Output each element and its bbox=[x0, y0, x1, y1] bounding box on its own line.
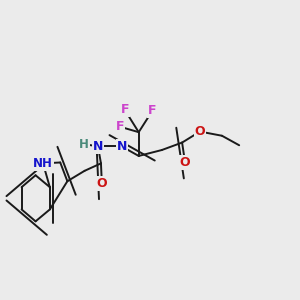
Text: N: N bbox=[93, 140, 103, 153]
Text: H: H bbox=[79, 138, 89, 151]
Text: O: O bbox=[195, 125, 205, 138]
Text: O: O bbox=[180, 156, 190, 169]
Text: F: F bbox=[148, 104, 157, 117]
Text: NH: NH bbox=[33, 157, 53, 170]
Text: O: O bbox=[97, 177, 107, 190]
Text: N: N bbox=[117, 140, 127, 153]
Text: F: F bbox=[116, 120, 124, 133]
Text: F: F bbox=[121, 103, 129, 116]
